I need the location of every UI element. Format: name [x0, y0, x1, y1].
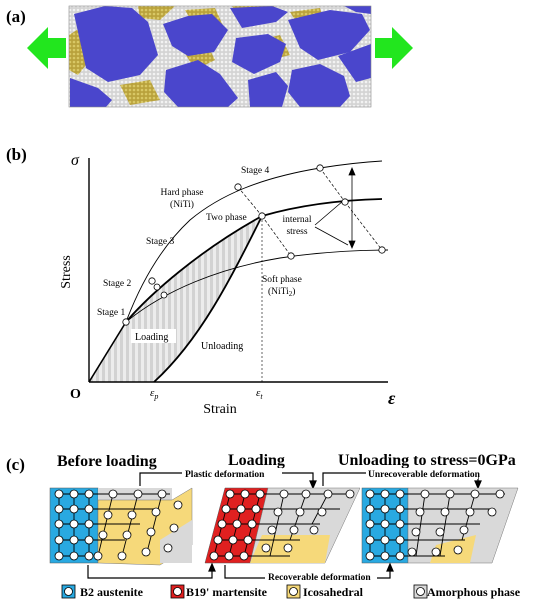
dashed-connectors: [237, 167, 383, 257]
stage3-label: Stage 3: [146, 237, 174, 247]
legend-label-b19: B19' martensite: [186, 585, 268, 599]
legend-label-icosahedral: Icosahedral: [303, 585, 364, 599]
before-loading-block: [49, 487, 193, 566]
loading-label-box: [131, 329, 176, 343]
legend: B2 austenite B19' martensite Icosahedral…: [61, 584, 521, 599]
left-arrow-icon: [27, 27, 66, 69]
title-before-loading: Before loading: [57, 453, 157, 470]
unrecoverable-deformation-label: Unrecoverable deformation: [368, 470, 481, 480]
loading-label: Loading: [135, 332, 168, 343]
x-axis-label: Strain: [203, 402, 236, 417]
stage-points: [122, 164, 386, 326]
loading-block: [204, 487, 361, 564]
hard-phase-label-2: (NiTi): [170, 199, 194, 210]
origin-label: O: [70, 387, 81, 402]
soft-phase-label-1: Soft phase: [262, 274, 302, 285]
plastic-deformation-label: Plastic deformation: [185, 470, 265, 480]
y-axis-label: Stress: [59, 255, 74, 288]
blue-grains: [70, 6, 371, 107]
plastic-label-bg: [182, 468, 282, 479]
eps-p-label: εp: [150, 387, 158, 401]
soft-phase-label-2: (NiTi2): [268, 286, 295, 298]
panel-a: (a): [6, 5, 413, 108]
unloading-block: [361, 487, 519, 564]
stage1-label: Stage 1: [97, 308, 125, 318]
internal-stress-label-2: stress: [286, 227, 307, 237]
internal-stress-label-1: internal: [282, 215, 311, 225]
panel-c-label: (c): [6, 455, 25, 474]
unloading-label: Unloading: [201, 341, 243, 352]
soft-phase-curve: [125, 249, 389, 323]
eps-t-label: εt: [256, 387, 263, 401]
internal-stress-arrow: [314, 166, 356, 250]
bottom-left-arrow: [87, 562, 216, 579]
unrecoverable-label-bg: [366, 468, 478, 479]
y-axis-symbol: σ: [71, 152, 80, 169]
elastic-line: [88, 321, 127, 383]
atoms-2: [209, 489, 355, 561]
atoms-3: [365, 489, 505, 561]
hard-phase-curve: [125, 160, 383, 323]
legend-label-amorphous: Amorphous phase: [427, 585, 521, 599]
hysteresis-area: [89, 216, 262, 382]
unloading-curve: [153, 215, 263, 383]
recoverable-label-bg: [265, 571, 377, 582]
panel-a-label: (a): [6, 7, 26, 26]
panel-b: (b) σ ε O Stress Strain εp εt: [6, 145, 396, 417]
x-axis-symbol: ε: [388, 388, 396, 408]
amorphous-region-3: [407, 487, 519, 564]
legend-label-b2: B2 austenite: [80, 585, 144, 599]
panel-c: (c) Before loading Loading Unloading to …: [6, 452, 521, 599]
stage2-label: Stage 2: [103, 279, 131, 289]
two-phase-label: Two phase: [206, 213, 247, 223]
recoverable-deformation-label: Recoverable deformation: [268, 573, 371, 583]
hard-phase-label-1: Hard phase: [161, 188, 204, 198]
title-loading: Loading: [228, 452, 285, 469]
stage4-label: Stage 4: [241, 166, 269, 176]
title-unloading: Unloading to stress=0GPa: [338, 452, 516, 469]
panel-b-label: (b): [6, 145, 27, 164]
right-arrow-icon: [375, 27, 413, 69]
atoms-1: [54, 489, 183, 561]
